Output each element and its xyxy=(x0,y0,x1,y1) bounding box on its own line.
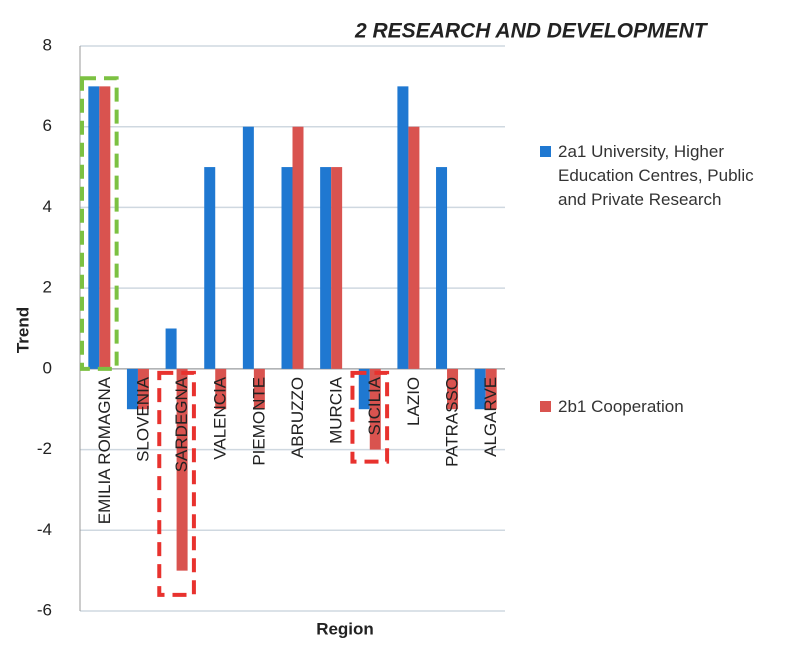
bar xyxy=(176,368,188,571)
bar xyxy=(358,368,370,410)
x-tick-label: ALGARVE xyxy=(481,377,500,457)
legend-label: 2a1 University, Higher Education Centres… xyxy=(558,142,754,209)
bar xyxy=(408,126,420,369)
x-tick-label: EMILIA ROMAGNA xyxy=(95,376,114,524)
bar xyxy=(165,328,177,369)
bar xyxy=(320,167,332,369)
x-tick-label: ABRUZZO xyxy=(288,377,307,458)
x-tick-label: PATRASSO xyxy=(443,377,462,467)
y-tick-label: 4 xyxy=(43,197,52,216)
bar xyxy=(215,368,227,410)
bar xyxy=(281,167,293,369)
bar xyxy=(447,368,459,410)
y-axis-label: Trend xyxy=(13,307,32,353)
chart-title: 2 RESEARCH AND DEVELOPMENT xyxy=(354,20,709,43)
highlight-box xyxy=(157,370,196,597)
bar xyxy=(292,126,304,369)
x-tick-label: SARDEGNA xyxy=(172,376,191,472)
bar xyxy=(242,126,254,369)
bar xyxy=(88,86,100,369)
y-tick-label: 2 xyxy=(43,278,52,297)
highlight-box xyxy=(350,370,390,464)
bar xyxy=(369,368,381,450)
y-tick-label: 6 xyxy=(43,116,52,135)
bar xyxy=(137,368,149,410)
x-tick-label: MURCIA xyxy=(327,376,346,444)
x-tick-label: VALENCIA xyxy=(211,376,230,459)
x-tick-label: LAZIO xyxy=(404,377,423,426)
bar xyxy=(436,167,448,369)
bar xyxy=(331,167,343,369)
y-tick-label: 0 xyxy=(43,358,52,377)
y-tick-label: -6 xyxy=(37,600,52,619)
highlight-box xyxy=(80,76,119,371)
y-tick-label: 8 xyxy=(43,35,52,54)
bar xyxy=(253,368,265,410)
bar xyxy=(474,368,486,410)
y-tick-label: -4 xyxy=(37,520,52,539)
bar xyxy=(485,368,497,410)
bar xyxy=(397,86,409,369)
x-axis-label: Region xyxy=(316,619,374,638)
bar xyxy=(204,167,216,369)
bar xyxy=(126,368,138,410)
x-tick-label: PIEMONTE xyxy=(249,377,268,466)
bar xyxy=(99,86,111,369)
x-tick-label: SLOVENIA xyxy=(133,376,152,462)
legend-swatch xyxy=(540,401,551,412)
legend-label: 2b1 Cooperation xyxy=(558,397,684,416)
legend-swatch xyxy=(540,146,551,157)
x-tick-label: SICILIA xyxy=(365,376,384,435)
y-tick-label: -2 xyxy=(37,439,52,458)
